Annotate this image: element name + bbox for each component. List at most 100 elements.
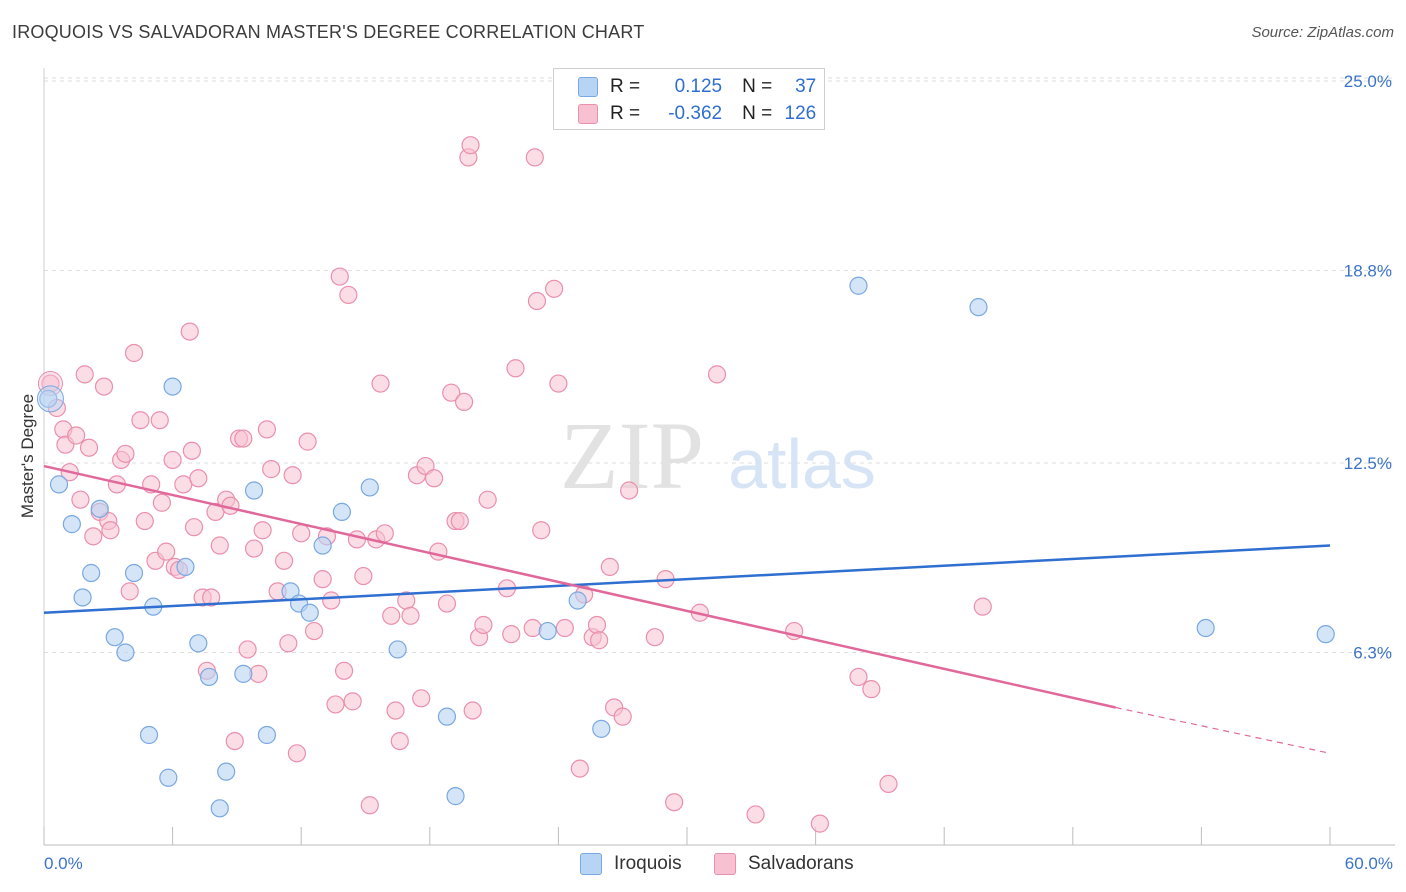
iroquois-trend-line bbox=[43, 544, 1331, 614]
iroquois-point bbox=[849, 276, 868, 295]
tick-labels: 6.3% 12.5% 18.8% 25.0% 0.0% 60.0% bbox=[44, 72, 1393, 873]
salvadorans-point bbox=[810, 814, 829, 833]
watermark-atlas: atlas bbox=[728, 425, 876, 503]
salvadorans-point bbox=[326, 695, 345, 714]
salvadorans-trend-extension bbox=[1115, 706, 1331, 754]
salvadorans-point bbox=[600, 557, 619, 577]
salvadorans-point bbox=[94, 377, 114, 396]
iroquois-point bbox=[1316, 625, 1335, 644]
salvadorans-point bbox=[570, 759, 589, 778]
stats-legend: R = 0.125 N = 37 R = -0.362 N = 126 bbox=[553, 68, 825, 130]
salvadorans-point bbox=[238, 640, 257, 659]
iroquois-point-large bbox=[36, 385, 64, 413]
salvadorans-point bbox=[461, 136, 480, 155]
salvadorans-point bbox=[347, 530, 367, 549]
iroquois-point bbox=[437, 707, 457, 726]
salvadorans-point bbox=[225, 731, 244, 751]
iroquois-point bbox=[116, 643, 135, 662]
salvadorans-point bbox=[502, 625, 521, 644]
salvadorans-point bbox=[182, 441, 201, 460]
r-value: 0.125 bbox=[674, 76, 723, 97]
salvadorans-point bbox=[234, 429, 253, 448]
iroquois-point bbox=[332, 502, 352, 521]
salvadorans-point bbox=[746, 805, 765, 824]
iroquois-point bbox=[62, 515, 81, 534]
iroquois-point bbox=[300, 603, 319, 622]
salvadorans-point bbox=[163, 450, 182, 470]
salvadorans-point bbox=[478, 490, 497, 509]
salvadorans-point bbox=[135, 511, 154, 531]
legend-item-iroquois[interactable]: Iroquois bbox=[580, 852, 682, 876]
salvadorans-point bbox=[202, 588, 221, 607]
chart-title: IROQUOIS VS SALVADORAN MASTER'S DEGREE C… bbox=[12, 22, 645, 42]
salvadorans-point bbox=[75, 365, 94, 384]
y-tick-label: 18.8% bbox=[1344, 261, 1392, 280]
iroquois-point bbox=[360, 478, 379, 497]
salvadorans-point bbox=[313, 570, 332, 589]
salvadorans-point bbox=[304, 621, 324, 641]
iroquois-point bbox=[538, 621, 557, 641]
salvadorans-point bbox=[343, 692, 362, 711]
x-tick-label-max: 60.0% bbox=[1345, 854, 1393, 873]
salvadorans-point bbox=[973, 597, 992, 616]
salvadorans-point bbox=[180, 322, 199, 341]
legend-item-salvadorans[interactable]: Salvadorans bbox=[714, 852, 854, 876]
iroquois-point bbox=[388, 640, 407, 659]
iroquois-legend-swatch bbox=[580, 853, 602, 875]
salvadorans-point bbox=[390, 731, 409, 751]
salvadorans-point bbox=[545, 279, 564, 298]
y-tick-label: 12.5% bbox=[1344, 454, 1392, 473]
trend-lines bbox=[43, 464, 1331, 754]
salvadorans-point bbox=[210, 536, 229, 555]
iroquois-point bbox=[217, 762, 236, 781]
x-tick-label-min: 0.0% bbox=[44, 854, 83, 873]
salvadorans-point bbox=[429, 542, 448, 561]
salvadorans-point bbox=[549, 374, 568, 393]
salvadorans-point bbox=[442, 383, 461, 402]
salvadorans-point bbox=[79, 438, 99, 457]
iroquois-point bbox=[257, 725, 277, 745]
salvadorans-point bbox=[298, 432, 317, 451]
salvadorans-point bbox=[67, 426, 86, 445]
iroquois-point bbox=[73, 588, 92, 607]
salvadorans-point bbox=[354, 566, 373, 586]
salvadorans-point bbox=[150, 411, 169, 430]
n-value: 126 bbox=[784, 103, 817, 124]
iroquois-point bbox=[189, 634, 208, 653]
iroquois-swatch bbox=[578, 77, 598, 97]
y-tick-label: 6.3% bbox=[1353, 643, 1392, 662]
iroquois-point bbox=[39, 389, 58, 408]
iroquois-point bbox=[199, 667, 219, 687]
iroquois-points bbox=[36, 276, 1335, 818]
n-label: N = bbox=[742, 103, 773, 124]
y-axis-label: Master's Degree bbox=[18, 393, 37, 519]
y-tick-label: 25.0% bbox=[1344, 72, 1392, 91]
salvadorans-point bbox=[116, 444, 135, 463]
salvadorans-point bbox=[262, 460, 281, 479]
salvadorans-point bbox=[401, 606, 420, 625]
watermark: ZIP atlas bbox=[560, 402, 876, 509]
iroquois-point bbox=[446, 787, 465, 806]
iroquois-point bbox=[176, 557, 195, 577]
salvadorans-point bbox=[120, 582, 139, 601]
salvadorans-point bbox=[613, 707, 632, 726]
salvadorans-point bbox=[257, 420, 277, 439]
salvadorans-point bbox=[184, 518, 204, 537]
salvadorans-point bbox=[84, 527, 103, 546]
iroquois-point bbox=[82, 563, 101, 583]
salvadorans-point bbox=[371, 374, 390, 393]
salvadorans-point bbox=[274, 551, 294, 570]
salvadorans-point bbox=[707, 365, 727, 384]
salvadorans-point bbox=[157, 542, 176, 561]
salvadorans-point bbox=[879, 774, 898, 793]
iroquois-point bbox=[244, 481, 264, 500]
iroquois-point bbox=[124, 563, 144, 583]
iroquois-point bbox=[163, 377, 182, 396]
iroquois-point bbox=[210, 799, 229, 818]
salvadorans-point bbox=[287, 744, 307, 763]
n-label: N = bbox=[742, 76, 773, 97]
salvadorans-point bbox=[279, 634, 298, 653]
n-value: 37 bbox=[795, 76, 817, 97]
salvadorans-point bbox=[283, 466, 302, 485]
